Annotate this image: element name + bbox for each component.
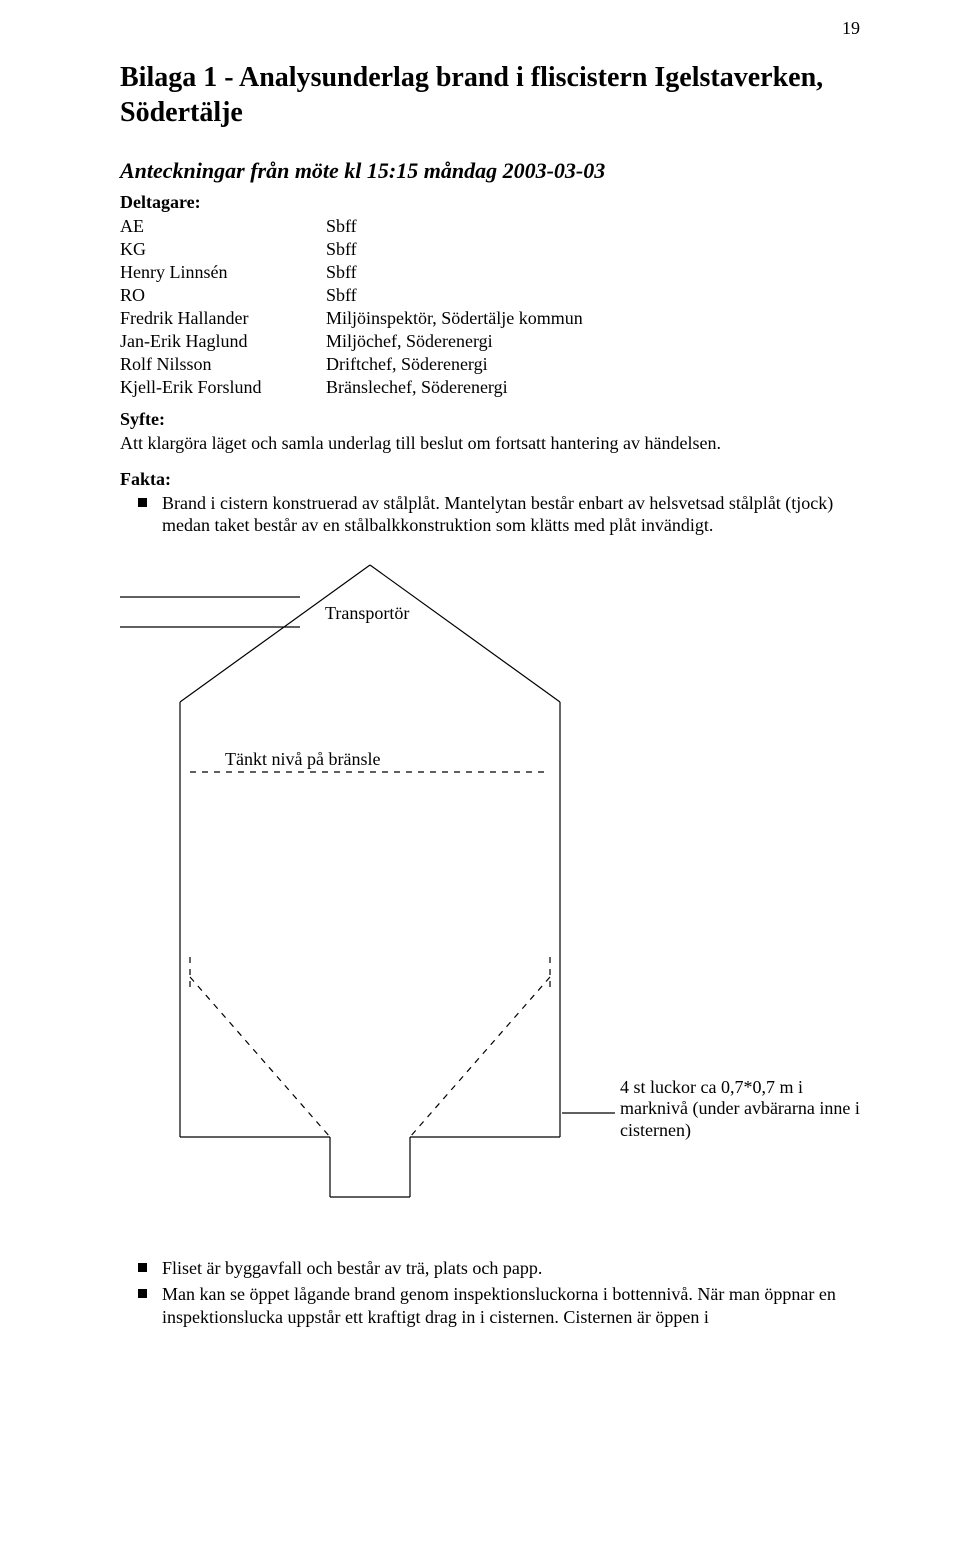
- syfte-text: Att klargöra läget och samla underlag ti…: [120, 432, 860, 455]
- table-row: AE Sbff: [120, 215, 589, 238]
- participant-role: Driftchef, Söderenergi: [326, 353, 589, 376]
- participant-name: Henry Linnsén: [120, 261, 326, 284]
- participant-role: Miljöinspektör, Södertälje kommun: [326, 307, 589, 330]
- participant-role: Sbff: [326, 215, 589, 238]
- participant-name: Fredrik Hallander: [120, 307, 326, 330]
- participant-name: KG: [120, 238, 326, 261]
- participant-role: Sbff: [326, 284, 589, 307]
- page: 19 Bilaga 1 - Analysunderlag brand i fli…: [0, 0, 960, 1547]
- participant-role: Bränslechef, Söderenergi: [326, 376, 589, 399]
- list-item-text: Man kan se öppet lågande brand genom ins…: [162, 1284, 836, 1327]
- bullet-icon: [138, 1263, 147, 1272]
- fakta-label: Fakta:: [120, 469, 860, 490]
- list-item-text: Fliset är byggavfall och består av trä, …: [162, 1258, 542, 1278]
- diagram-label-fuel-level: Tänkt nivå på bränsle: [225, 749, 380, 771]
- bullet-icon: [138, 1289, 147, 1298]
- meeting-subtitle: Anteckningar från möte kl 15:15 måndag 2…: [120, 158, 860, 184]
- page-title: Bilaga 1 - Analysunderlag brand i flisci…: [120, 60, 860, 130]
- syfte-label: Syfte:: [120, 409, 860, 430]
- bullet-icon: [138, 498, 147, 507]
- table-row: Henry Linnsén Sbff: [120, 261, 589, 284]
- diagram-label-hatches: 4 st luckor ca 0,7*0,7 m i marknivå (und…: [620, 1077, 860, 1142]
- participant-role: Sbff: [326, 238, 589, 261]
- lower-list: Fliset är byggavfall och består av trä, …: [120, 1257, 860, 1329]
- cistern-diagram: Transportör Tänkt nivå på bränsle 4 st l…: [120, 557, 860, 1237]
- participant-name: AE: [120, 215, 326, 238]
- list-item: Man kan se öppet lågande brand genom ins…: [120, 1283, 860, 1328]
- participants-table: AE Sbff KG Sbff Henry Linnsén Sbff RO Sb…: [120, 215, 589, 399]
- list-item-text: Brand i cistern konstruerad av stålplåt.…: [162, 493, 833, 536]
- participant-role: Sbff: [326, 261, 589, 284]
- participant-name: Rolf Nilsson: [120, 353, 326, 376]
- participants-label: Deltagare:: [120, 192, 860, 213]
- table-row: Jan-Erik Haglund Miljöchef, Söderenergi: [120, 330, 589, 353]
- fakta-list: Brand i cistern konstruerad av stålplåt.…: [120, 492, 860, 537]
- list-item: Fliset är byggavfall och består av trä, …: [120, 1257, 860, 1280]
- list-item: Brand i cistern konstruerad av stålplåt.…: [120, 492, 860, 537]
- table-row: Kjell-Erik Forslund Bränslechef, Söderen…: [120, 376, 589, 399]
- table-row: Fredrik Hallander Miljöinspektör, Södert…: [120, 307, 589, 330]
- table-row: RO Sbff: [120, 284, 589, 307]
- table-row: Rolf Nilsson Driftchef, Söderenergi: [120, 353, 589, 376]
- participant-role: Miljöchef, Söderenergi: [326, 330, 589, 353]
- diagram-label-transporter: Transportör: [325, 603, 409, 625]
- participant-name: Kjell-Erik Forslund: [120, 376, 326, 399]
- participant-name: RO: [120, 284, 326, 307]
- table-row: KG Sbff: [120, 238, 589, 261]
- page-number: 19: [842, 18, 860, 39]
- participant-name: Jan-Erik Haglund: [120, 330, 326, 353]
